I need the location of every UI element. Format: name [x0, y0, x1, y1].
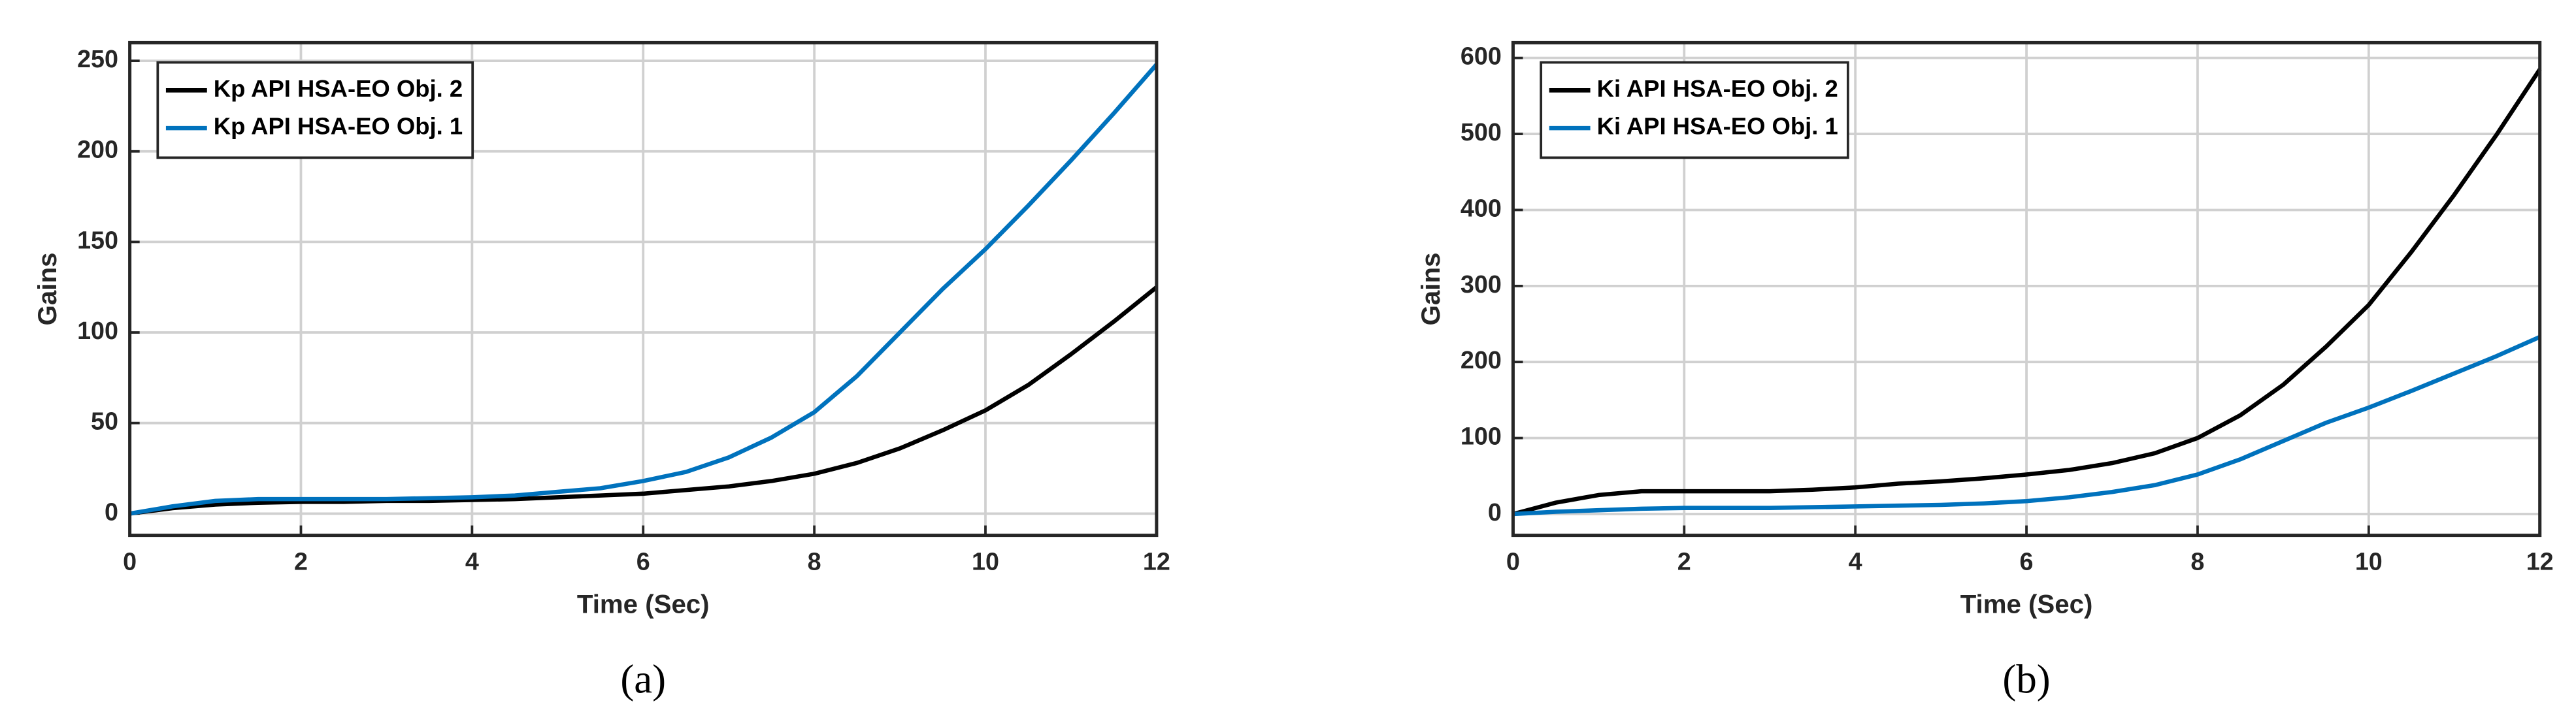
- legend-label: Ki API HSA-EO Obj. 2: [1597, 75, 1838, 102]
- legend-box: [1540, 61, 1849, 159]
- x-axis-label: Time (Sec): [1960, 589, 2093, 619]
- y-tick-label: 500: [1461, 118, 1502, 146]
- plot-frame: [1511, 40, 2542, 538]
- y-tick-label: 150: [77, 226, 118, 253]
- y-axis-label: Gains: [33, 253, 62, 326]
- y-tick-label: 300: [1461, 270, 1502, 298]
- y-tick-label: 100: [1461, 423, 1502, 450]
- y-axis-label: Gains: [1416, 253, 1445, 326]
- x-tick-label: 12: [1143, 547, 1170, 575]
- x-tick-label: 6: [636, 547, 650, 575]
- chart: 0 2 4 6 8 10 12 0 50 100 150 200 250 Time (Sec) Gains (…: [33, 40, 1170, 701]
- x-tick-label: 0: [1506, 547, 1520, 575]
- legend-label: Kp API HSA-EO Obj. 1: [214, 113, 463, 140]
- legend-label: Kp API HSA-EO Obj. 2: [214, 75, 463, 102]
- chart: 0 2 4 6 8 10 12 0 100 200 300 400 500 600 Time (Sec) Ga…: [1416, 40, 2554, 701]
- legend-label: Ki API HSA-EO Obj. 1: [1597, 113, 1838, 140]
- x-tick-label: 4: [1849, 547, 1862, 575]
- y-tick-label: 50: [91, 408, 118, 435]
- x-axis-label: Time (Sec): [577, 589, 710, 619]
- y-tick-label: 250: [77, 45, 118, 72]
- series-line: [129, 285, 1158, 516]
- y-tick-label: 100: [77, 317, 118, 344]
- x-tick-label: 10: [2355, 547, 2383, 575]
- y-tick-label: 0: [1488, 498, 1502, 526]
- legend: Kp API HSA-EO Obj. 2 Kp API HSA-EO Obj. 1: [156, 61, 474, 159]
- x-tick-label: 2: [294, 547, 308, 575]
- x-tick-label: 8: [808, 547, 821, 575]
- x-tick-label: 6: [2020, 547, 2034, 575]
- legend-box: [156, 61, 474, 159]
- x-tick-label: 8: [2190, 547, 2204, 575]
- y-tick-label: 400: [1461, 194, 1502, 221]
- y-tick-label: 0: [105, 498, 118, 525]
- legend: Ki API HSA-EO Obj. 2 Ki API HSA-EO Obj. 1: [1540, 61, 1849, 159]
- x-tick-label: 10: [972, 547, 999, 575]
- series-line: [1513, 334, 2541, 517]
- plot-frame: [128, 40, 1159, 538]
- caption: (a): [620, 656, 666, 701]
- x-tick-label: 0: [123, 547, 137, 575]
- y-tick-label: 600: [1461, 42, 1502, 70]
- series-line: [129, 63, 1159, 516]
- y-tick-label: 200: [77, 136, 118, 163]
- series-line: [1512, 68, 2542, 517]
- caption: (b): [2002, 656, 2050, 701]
- x-tick-label: 12: [2526, 547, 2554, 575]
- y-tick-label: 200: [1461, 346, 1502, 374]
- x-tick-label: 2: [1677, 547, 1691, 575]
- x-tick-label: 4: [465, 547, 479, 575]
